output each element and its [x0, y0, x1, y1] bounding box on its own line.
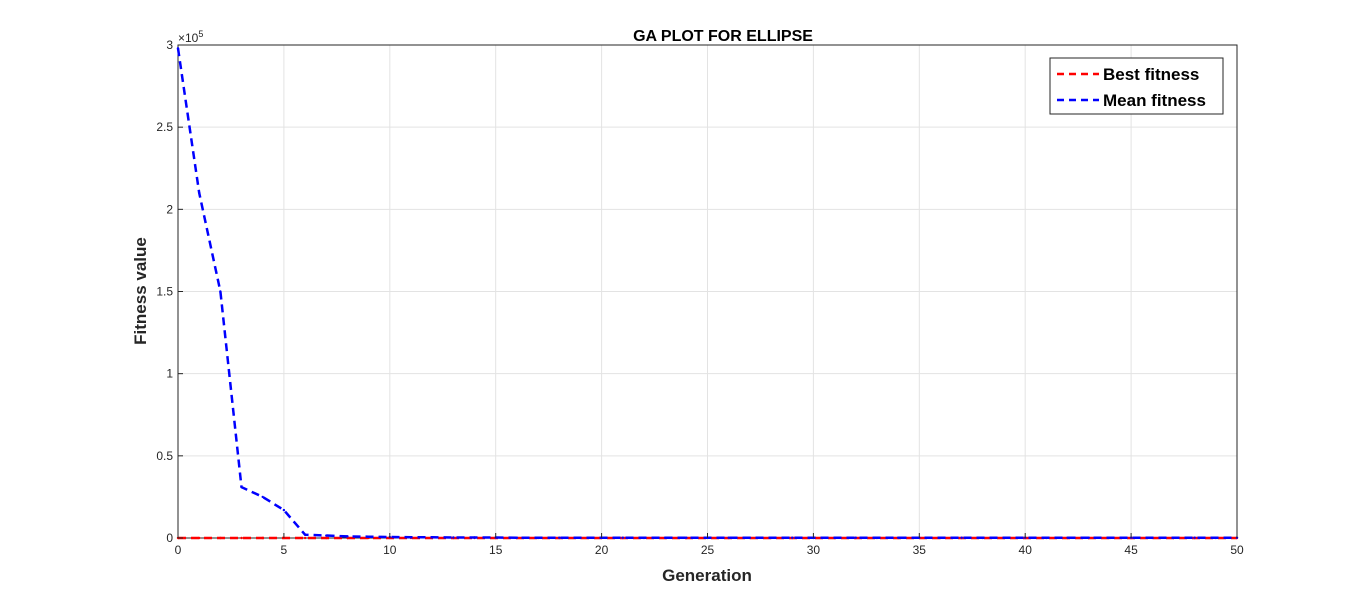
data-point-mean-fitness: [727, 536, 730, 539]
y-tick-label: 1: [166, 367, 173, 381]
data-point-mean-fitness: [1108, 536, 1112, 539]
legend: Best fitness Mean fitness: [1049, 57, 1224, 115]
y-tick-label: 3: [166, 38, 173, 52]
y-tick-label: 2.5: [156, 120, 173, 134]
data-point-mean-fitness: [558, 536, 561, 539]
data-point-best-fitness: [303, 536, 307, 540]
data-point-mean-fitness: [748, 536, 752, 539]
x-tick-label: 15: [489, 543, 503, 557]
data-point-mean-fitness: [219, 290, 222, 293]
data-point-mean-fitness: [473, 536, 476, 539]
x-tick-label: 5: [281, 543, 288, 557]
y-axis-label: Fitness value: [131, 237, 150, 345]
data-point-mean-fitness: [346, 535, 349, 538]
data-point-mean-fitness: [367, 535, 370, 538]
y-exponent-base: ×10: [178, 31, 199, 45]
x-tick-label: 40: [1019, 543, 1033, 557]
axis-ticks: 0 5 10 15 20 25 30 35 40 45 50 0 0.5 1 1.5 2 2.5 3: [156, 38, 1244, 557]
data-point-mean-fitness: [875, 536, 879, 539]
data-point-mean-fitness: [960, 536, 963, 539]
data-point-mean-fitness: [1214, 536, 1218, 539]
data-point-mean-fitness: [685, 536, 688, 539]
y-exponent-label: ×105: [178, 29, 203, 45]
data-point-mean-fitness: [1066, 536, 1069, 539]
data-point-mean-fitness: [536, 536, 540, 539]
y-exponent-power: 5: [198, 29, 203, 39]
data-point-best-fitness: [261, 536, 264, 540]
data-point-mean-fitness: [261, 495, 264, 499]
data-point-mean-fitness: [663, 536, 667, 539]
data-point-mean-fitness: [1002, 536, 1006, 539]
data-point-best-fitness: [197, 536, 201, 540]
data-point-mean-fitness: [981, 536, 985, 539]
x-tick-label: 0: [175, 543, 182, 557]
x-axis-label: Generation: [662, 566, 752, 585]
data-point-best-fitness: [325, 536, 328, 540]
y-tick-label: 1.5: [156, 285, 173, 299]
data-point-mean-fitness: [282, 508, 286, 512]
data-point-best-fitness: [219, 536, 222, 540]
data-point-mean-fitness: [240, 485, 243, 489]
legend-label-best-fitness: Best fitness: [1103, 65, 1199, 84]
data-point-mean-fitness: [579, 536, 582, 539]
y-tick-label: 0.5: [156, 449, 173, 463]
legend-label-mean-fitness: Mean fitness: [1103, 91, 1206, 110]
x-tick-label: 45: [1124, 543, 1138, 557]
data-point-mean-fitness: [833, 536, 836, 539]
data-point-mean-fitness: [409, 535, 413, 539]
data-point-mean-fitness: [197, 191, 201, 195]
data-point-mean-fitness: [642, 536, 646, 539]
data-point-mean-fitness: [430, 536, 434, 539]
data-point-mean-fitness: [325, 534, 328, 537]
data-point-mean-fitness: [1151, 536, 1154, 539]
data-point-mean-fitness: [1045, 536, 1048, 539]
x-tick-label: 10: [383, 543, 397, 557]
x-tick-label: 50: [1230, 543, 1244, 557]
data-point-mean-fitness: [896, 536, 900, 539]
x-tick-label: 20: [595, 543, 609, 557]
y-tick-label: 0: [166, 531, 173, 545]
grid-lines: [177, 44, 1238, 539]
data-point-mean-fitness: [791, 536, 794, 539]
data-point-mean-fitness: [1172, 536, 1175, 539]
y-tick-label: 2: [166, 202, 173, 216]
data-point-mean-fitness: [621, 536, 624, 539]
chart-title: GA PLOT FOR ELLIPSE: [633, 28, 813, 45]
x-tick-label: 35: [913, 543, 927, 557]
data-point-mean-fitness: [515, 536, 519, 539]
data-point-mean-fitness: [939, 536, 942, 539]
data-point-mean-fitness: [769, 536, 773, 539]
data-point-mean-fitness: [303, 533, 307, 536]
data-point-mean-fitness: [1087, 536, 1090, 539]
data-point-mean-fitness: [854, 536, 857, 539]
data-point-mean-fitness: [452, 536, 455, 539]
x-tick-label: 30: [807, 543, 821, 557]
data-point-mean-fitness: [1193, 536, 1196, 539]
legend-box: [1049, 57, 1224, 115]
x-tick-label: 25: [701, 543, 715, 557]
data-point-best-fitness: [240, 536, 243, 540]
data-point-mean-fitness: [176, 47, 180, 50]
